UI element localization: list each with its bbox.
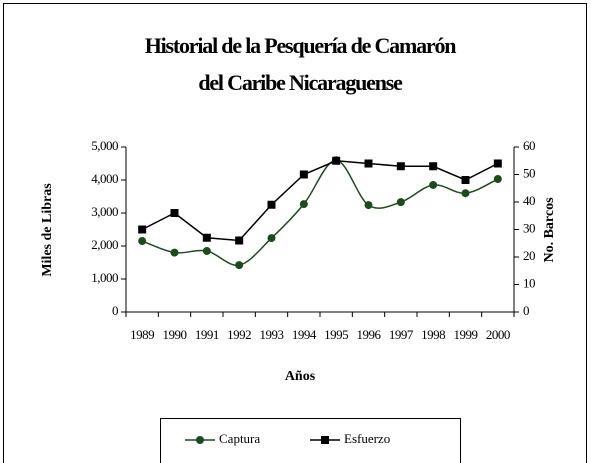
marker: [364, 159, 373, 168]
marker: [429, 162, 438, 171]
legend-label: Captura: [219, 431, 260, 446]
y-tick-label: 1,000: [91, 270, 118, 285]
y2-tick-label: 10: [523, 275, 535, 290]
marker: [235, 236, 244, 245]
y2-tick-label: 20: [523, 248, 535, 263]
x-tick-label: 1999: [454, 327, 478, 342]
marker: [299, 200, 308, 209]
y-tick-label: 5,000: [91, 138, 118, 153]
legend-label: Esfuerzo: [344, 431, 390, 446]
marker: [396, 198, 405, 207]
marker: [429, 180, 438, 189]
y2-tick-label: 40: [523, 193, 535, 208]
x-tick-label: 1995: [324, 327, 348, 342]
y2-tick-label: 30: [523, 220, 535, 235]
y2-tick-label: 50: [523, 165, 535, 180]
marker: [138, 237, 147, 246]
chart-title: Historial de la Pesquería de Camarón: [145, 33, 457, 58]
y2-tick-label: 60: [523, 138, 535, 153]
x-tick-label: 1990: [163, 327, 187, 342]
marker: [332, 156, 341, 165]
marker: [267, 234, 276, 243]
marker: [170, 248, 179, 257]
series-line: [141, 159, 499, 242]
marker: [493, 175, 502, 184]
marker: [299, 170, 308, 179]
marker: [202, 233, 211, 242]
y-axis-title: Miles de Libras: [40, 183, 55, 277]
marker: [196, 436, 204, 444]
y-tick-label: 3,000: [91, 204, 118, 219]
marker: [364, 201, 373, 210]
marker: [202, 246, 211, 255]
marker: [267, 200, 276, 209]
x-tick-label: 1994: [292, 327, 317, 342]
x-tick-label: 1992: [227, 327, 251, 342]
chart-title: del Caribe Nicaraguense: [198, 70, 403, 95]
y2-axis-title: No. Barcos: [542, 197, 557, 263]
marker: [396, 162, 405, 171]
x-tick-label: 1998: [421, 327, 445, 342]
y-tick-label: 2,000: [91, 237, 118, 252]
chart-frame: [3, 3, 587, 463]
marker: [461, 189, 470, 198]
x-tick-label: 2000: [486, 327, 510, 342]
marker: [235, 261, 244, 270]
marker: [138, 225, 147, 234]
x-tick-label: 1996: [357, 327, 382, 342]
x-tick-label: 1991: [195, 327, 219, 342]
marker: [493, 159, 502, 168]
y-tick-label: 4,000: [91, 171, 118, 186]
x-tick-label: 1989: [130, 327, 154, 342]
x-tick-label: 1997: [389, 327, 414, 342]
x-tick-label: 1993: [260, 327, 284, 342]
marker: [170, 209, 179, 217]
x-axis-title: Años: [285, 369, 316, 384]
y-tick-label: 0: [112, 303, 118, 318]
marker: [321, 436, 329, 444]
y2-tick-label: 0: [523, 303, 529, 318]
marker: [461, 176, 470, 184]
